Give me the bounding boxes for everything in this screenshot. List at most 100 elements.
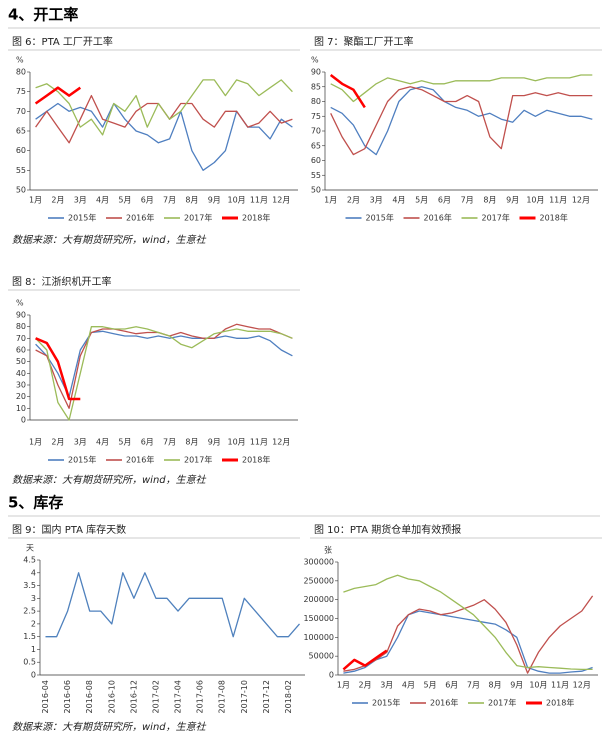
legend-label: 2017年 — [488, 698, 516, 708]
y-tick-label: 0 — [31, 671, 36, 680]
x-tick-label: 12月 — [572, 196, 590, 205]
y-tick-label: 300000 — [303, 558, 334, 567]
data-line — [343, 574, 593, 671]
data-line — [35, 79, 293, 136]
data-line — [329, 74, 366, 109]
y-tick-label: 60 — [16, 146, 26, 155]
y-tick-label: 2.5 — [23, 607, 36, 616]
legend-label: 2016年 — [126, 455, 154, 465]
x-tick-label: 2016-08 — [85, 680, 94, 713]
x-tick-label: 9月 — [510, 681, 523, 690]
y-tick-label: 60 — [311, 156, 321, 165]
x-tick-label: 2016-04 — [41, 680, 50, 713]
data-line — [330, 86, 593, 156]
y-tick-label: 50 — [16, 186, 26, 195]
y-tick-label: 65 — [311, 141, 321, 150]
x-tick-label: 8月 — [185, 196, 198, 205]
data-line — [35, 337, 81, 401]
data-line — [342, 649, 388, 671]
x-tick-label: 7月 — [163, 438, 176, 447]
y-tick-label: 75 — [311, 112, 321, 121]
y-tick-label: 60 — [16, 346, 26, 355]
x-tick-label: 2017-04 — [174, 680, 183, 713]
x-tick-label: 3月 — [380, 681, 393, 690]
x-tick-label: 10月 — [526, 196, 544, 205]
x-tick-label: 2月 — [51, 438, 64, 447]
y-axis-label: % — [311, 56, 319, 65]
x-tick-label: 6月 — [438, 196, 451, 205]
y-tick-label: 90 — [311, 68, 321, 77]
x-tick-label: 4月 — [96, 438, 109, 447]
x-tick-label: 2017-06 — [196, 680, 205, 713]
x-tick-label: 9月 — [208, 196, 221, 205]
y-axis-label: 张 — [324, 546, 332, 555]
x-tick-label: 11月 — [250, 438, 268, 447]
source-note: 数据来源：大有期货研究所，wind，生意社 — [12, 474, 207, 486]
y-tick-label: 1 — [31, 645, 36, 654]
x-tick-label: 10月 — [227, 196, 245, 205]
x-tick-label: 4月 — [392, 196, 405, 205]
y-tick-label: 100000 — [303, 633, 334, 642]
x-tick-label: 12月 — [272, 438, 290, 447]
legend-label: 2017年 — [184, 455, 212, 465]
chart-title: 图 6：PTA 工厂开工率 — [12, 35, 113, 48]
data-line — [45, 572, 300, 638]
x-tick-label: 1月 — [324, 196, 337, 205]
x-tick-label: 2016-10 — [107, 680, 116, 713]
x-tick-label: 6月 — [141, 438, 154, 447]
y-tick-label: 1.5 — [23, 632, 36, 641]
y-tick-label: 50 — [311, 186, 321, 195]
y-tick-label: 0.5 — [23, 658, 36, 667]
x-tick-label: 5月 — [118, 196, 131, 205]
x-tick-label: 6月 — [445, 681, 458, 690]
y-tick-label: 3 — [31, 594, 36, 603]
x-tick-label: 10月 — [227, 438, 245, 447]
data-line — [343, 610, 593, 674]
legend-label: 2015年 — [372, 698, 400, 708]
y-tick-label: 250000 — [303, 576, 334, 585]
y-tick-label: 150000 — [303, 614, 334, 623]
data-line — [34, 86, 82, 105]
y-tick-label: 2 — [31, 619, 36, 628]
chart-title: 图 8：江浙织机开工率 — [12, 275, 112, 288]
legend-label: 2018年 — [546, 698, 574, 708]
x-tick-label: 12月 — [573, 681, 591, 690]
x-tick-label: 3月 — [74, 438, 87, 447]
x-tick-label: 11月 — [551, 681, 569, 690]
section-heading: 5、库存 — [8, 494, 63, 512]
y-tick-label: 85 — [311, 82, 321, 91]
y-tick-label: 80 — [16, 68, 26, 77]
y-tick-label: 0 — [21, 416, 26, 425]
source-note: 数据来源：大有期货研究所，wind，生意社 — [12, 234, 207, 246]
legend-label: 2015年 — [68, 455, 96, 465]
legend-label: 2018年 — [540, 213, 568, 223]
x-tick-label: 1月 — [29, 438, 42, 447]
data-line — [330, 86, 593, 156]
x-tick-label: 2月 — [347, 196, 360, 205]
section-heading: 4、开工率 — [8, 6, 78, 24]
y-tick-label: 10 — [16, 404, 26, 413]
x-tick-label: 7月 — [163, 196, 176, 205]
y-tick-label: 80 — [311, 97, 321, 106]
x-tick-label: 6月 — [141, 196, 154, 205]
x-tick-label: 11月 — [549, 196, 567, 205]
legend-label: 2015年 — [68, 213, 96, 223]
x-tick-label: 8月 — [185, 438, 198, 447]
y-tick-label: 200000 — [303, 595, 334, 604]
x-tick-label: 2018-02 — [284, 680, 293, 713]
legend-label: 2018年 — [242, 455, 270, 465]
chart-title: 图 9：国内 PTA 库存天数 — [12, 523, 126, 536]
chart-title: 图 10：PTA 期货仓单加有效预报 — [314, 523, 461, 536]
y-tick-label: 40 — [16, 369, 26, 378]
y-tick-label: 55 — [16, 166, 26, 175]
y-tick-label: 75 — [16, 87, 26, 96]
legend-label: 2016年 — [126, 213, 154, 223]
legend-label: 2016年 — [430, 698, 458, 708]
data-line — [330, 74, 593, 103]
y-tick-label: 50 — [16, 357, 26, 366]
x-tick-label: 5月 — [424, 681, 437, 690]
y-tick-label: 70 — [16, 334, 26, 343]
y-tick-label: 90 — [16, 311, 26, 320]
legend-label: 2017年 — [482, 213, 510, 223]
